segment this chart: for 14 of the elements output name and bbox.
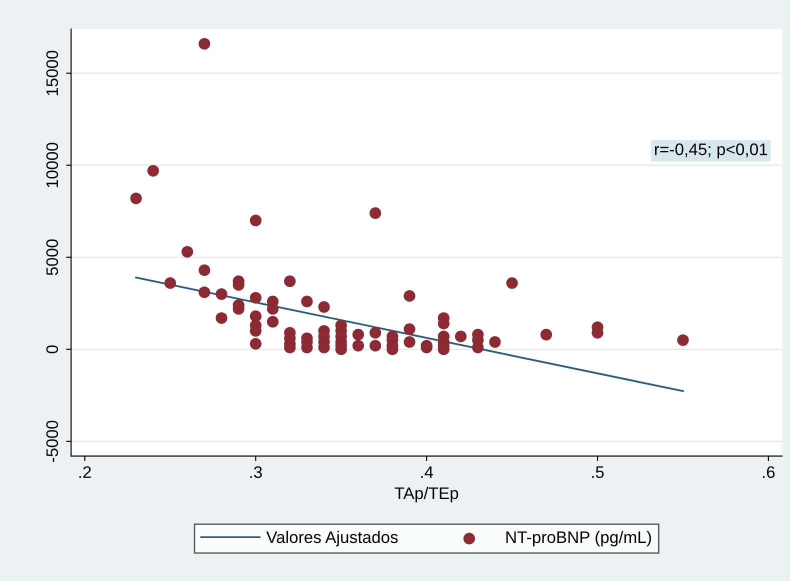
x-axis-title: TAp/TEp [394,486,458,502]
y-tick-label: 15000 [46,50,58,96]
annotation: r=-0,45; p<0,01 [655,143,768,159]
x-tick-label: .6 [763,466,775,478]
legend-label: NT-proBNP (pg/mL) [506,530,651,546]
x-tick-label: .2 [79,466,91,478]
y-tick-label: 5000 [46,239,58,276]
y-tick-label: 0 [46,345,58,354]
y-tick-label: 10000 [46,142,58,188]
y-tick-label: -5000 [46,420,58,462]
x-tick-label: .5 [592,466,604,478]
x-tick-label: .3 [250,466,262,478]
legend-label: Valores Ajustados [266,530,398,546]
x-tick-label: .4 [421,466,434,478]
